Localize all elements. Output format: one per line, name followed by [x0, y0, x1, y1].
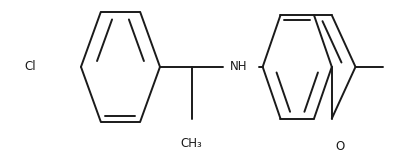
- Text: Cl: Cl: [24, 60, 36, 73]
- Text: O: O: [335, 140, 344, 152]
- Text: NH: NH: [230, 60, 248, 73]
- Text: CH₃: CH₃: [181, 137, 203, 150]
